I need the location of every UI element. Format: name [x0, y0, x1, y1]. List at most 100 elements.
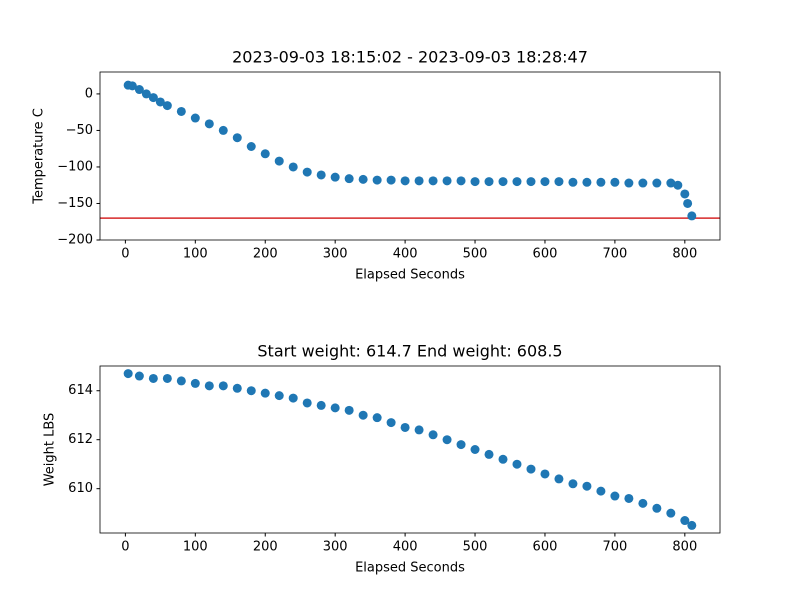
x-tick-label: 600	[533, 540, 558, 555]
data-point	[204, 381, 214, 391]
data-point	[554, 177, 564, 187]
data-point	[687, 520, 697, 530]
y-axis-label: Weight LBS	[43, 413, 58, 487]
data-point	[673, 180, 683, 190]
data-point	[456, 176, 466, 186]
data-point	[162, 101, 172, 111]
data-point	[155, 97, 165, 107]
subplot: 2023-09-03 18:15:02 - 2023-09-03 18:28:4…	[32, 48, 721, 283]
x-tick-label: 600	[533, 247, 558, 262]
data-point	[344, 174, 354, 184]
data-point	[470, 177, 480, 187]
data-point	[162, 373, 172, 383]
x-tick-label: 300	[323, 540, 348, 555]
data-point	[582, 177, 592, 187]
data-point	[456, 440, 466, 450]
data-point	[414, 425, 424, 435]
y-tick-label: −200	[57, 233, 93, 248]
data-point	[260, 388, 270, 398]
data-point	[148, 93, 158, 103]
data-point	[386, 175, 396, 185]
data-point	[540, 469, 550, 479]
y-axis-label: Temperature C	[32, 108, 47, 205]
data-point	[512, 177, 522, 187]
subplot: Start weight: 614.7 End weight: 608.5 Ela…	[43, 342, 721, 576]
data-point	[330, 403, 340, 413]
data-point	[134, 371, 144, 381]
data-point	[498, 177, 508, 187]
axes-frame	[99, 71, 721, 241]
data-point	[666, 178, 676, 188]
data-point	[526, 177, 536, 187]
data-point	[484, 449, 494, 459]
data-point	[680, 189, 690, 199]
data-point	[316, 400, 326, 410]
x-tick-label: 700	[602, 540, 627, 555]
data-point	[638, 178, 648, 188]
x-tick-label: 0	[121, 247, 129, 262]
x-tick-label: 800	[672, 247, 697, 262]
axes-frame	[99, 365, 721, 534]
data-point	[123, 369, 133, 379]
data-point	[400, 176, 410, 186]
data-point	[596, 486, 606, 496]
data-point	[484, 177, 494, 187]
data-point	[372, 413, 382, 423]
x-tick-label: 800	[672, 540, 697, 555]
data-point	[680, 516, 690, 526]
data-point	[302, 398, 312, 408]
data-point	[274, 156, 284, 166]
x-axis-label: Elapsed Seconds	[355, 561, 465, 576]
y-tick-label: −100	[57, 159, 93, 174]
y-tick-label: −150	[57, 196, 93, 211]
y-tick-label: 612	[68, 432, 93, 447]
data-point	[190, 378, 200, 388]
x-tick-label: 500	[463, 247, 488, 262]
data-point	[246, 142, 256, 152]
data-point	[526, 464, 536, 474]
data-point	[330, 172, 340, 182]
data-point	[190, 113, 200, 123]
data-point	[127, 81, 137, 91]
y-tick-label: 614	[68, 383, 93, 398]
x-tick-label: 200	[253, 247, 278, 262]
data-point	[687, 211, 697, 221]
data-point	[428, 176, 438, 186]
data-point	[386, 418, 396, 428]
data-point	[652, 178, 662, 188]
subplot-title: Start weight: 614.7 End weight: 608.5	[257, 342, 562, 361]
x-tick-label: 500	[463, 540, 488, 555]
x-tick-label: 200	[253, 540, 278, 555]
data-point	[470, 445, 480, 454]
data-point	[232, 383, 242, 393]
data-point	[512, 459, 522, 469]
data-point	[428, 430, 438, 440]
data-point	[358, 174, 368, 184]
data-point	[316, 170, 326, 180]
data-point	[624, 178, 634, 188]
x-tick-label: 100	[183, 540, 208, 555]
data-point	[610, 177, 620, 187]
data-point	[218, 125, 228, 135]
data-point	[148, 373, 158, 383]
data-point	[414, 176, 424, 186]
data-point	[288, 393, 298, 403]
data-point	[218, 381, 228, 391]
data-point	[260, 149, 270, 159]
data-point	[666, 508, 676, 518]
data-point	[358, 410, 368, 420]
data-point	[652, 503, 662, 513]
x-tick-label: 700	[602, 247, 627, 262]
data-point	[204, 119, 214, 129]
x-axis-label: Elapsed Seconds	[355, 268, 465, 283]
data-point	[302, 167, 312, 177]
y-tick-label: −50	[66, 123, 93, 138]
x-tick-label: 100	[183, 247, 208, 262]
data-point	[624, 493, 634, 503]
x-tick-label: 300	[323, 247, 348, 262]
data-point	[141, 89, 151, 99]
data-point	[442, 435, 452, 445]
data-point	[498, 454, 508, 464]
data-point	[288, 162, 298, 172]
